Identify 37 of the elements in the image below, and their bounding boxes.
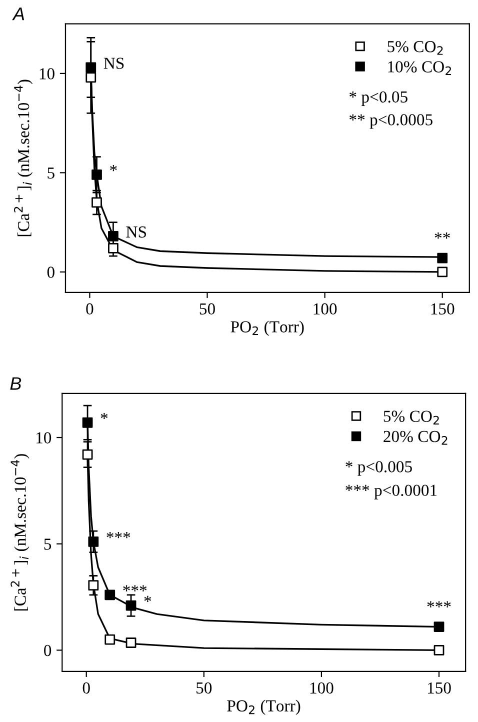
chart-title: A [12, 8, 24, 20]
annotation: * [144, 596, 152, 602]
y-axis-title: [Ca$^{2+}$]$_{i}$ (nM.sec.10$^{−4}$) [14, 80, 33, 236]
x-axis-title: PO$_{2}$ (Torr) [230, 320, 304, 336]
x-tick-label: 150 [428, 682, 451, 694]
annotation: *** [123, 585, 147, 592]
y-tick-label: 0 [47, 266, 54, 278]
y-tick-label: 10 [36, 432, 52, 444]
annotation: * [100, 412, 108, 420]
y-axis-title: [Ca$^{2+}$]$_{i}$ (nM.sec.10$^{−4}$) [10, 454, 30, 610]
x-tick-label: 0 [86, 303, 94, 315]
annotation: * p<0.05 [350, 91, 408, 106]
chart-title: B [10, 377, 22, 390]
annotation: * [110, 165, 117, 172]
annotation: * p<0.005 [346, 461, 412, 476]
y-tick-label: 5 [44, 538, 52, 550]
legend-label: 5% CO$_{2}$ [384, 410, 439, 424]
annotation: ** p<0.0005 [350, 114, 432, 129]
annotation: NS [104, 58, 124, 69]
x-tick-label: 100 [310, 682, 334, 694]
annotation: *** [427, 601, 451, 608]
annotation: *** [106, 532, 130, 538]
x-tick-label: 50 [200, 303, 215, 315]
legend-label: 5% CO$_{2}$ [388, 40, 443, 55]
legend-label: 10% CO$_{2}$ [388, 61, 452, 76]
x-tick-label: 0 [82, 682, 90, 694]
x-tick-label: 100 [314, 303, 337, 315]
y-tick-label: 0 [44, 644, 52, 656]
annotation: ** [434, 232, 450, 239]
x-tick-label: 50 [196, 682, 212, 694]
x-tick-label: 150 [431, 303, 454, 315]
annotation: NS [126, 226, 146, 238]
x-axis-title: PO$_{2}$ (Torr) [227, 700, 300, 715]
y-tick-label: 10 [40, 68, 54, 80]
annotation: *** p<0.0001 [346, 484, 437, 500]
legend-label: 20% CO$_{2}$ [384, 430, 448, 445]
y-tick-label: 5 [48, 168, 54, 179]
